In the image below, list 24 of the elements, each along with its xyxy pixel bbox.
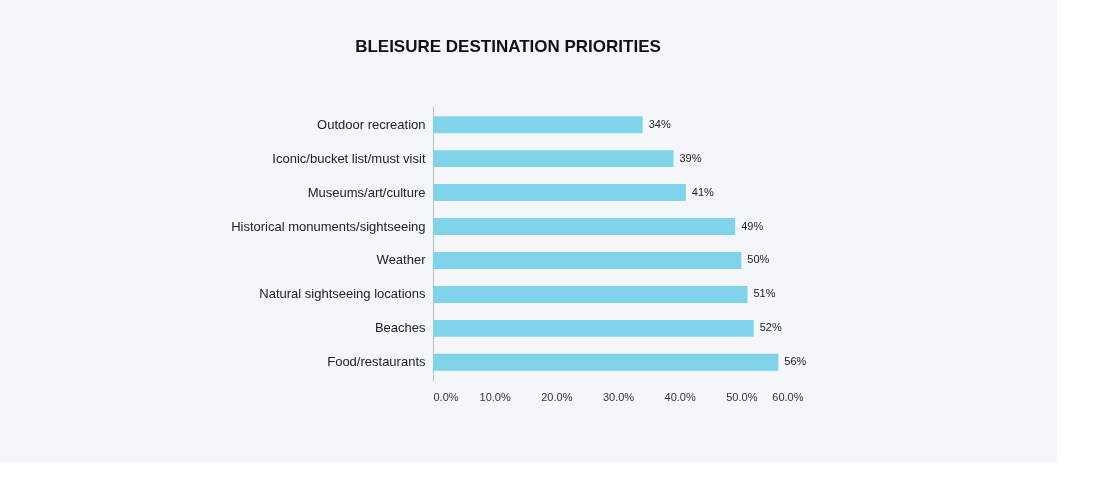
chart-title: BLEISURE DESTINATION PRIORITIES	[355, 37, 661, 56]
x-tick-label: 20.0%	[541, 390, 573, 403]
y-tick-label: Historical monuments/sightseeing	[231, 218, 426, 234]
data-label: 56%	[784, 355, 807, 368]
data-label: 52%	[759, 321, 782, 334]
data-label: 49%	[741, 219, 764, 232]
data-label: 34%	[648, 117, 671, 130]
y-tick-label: Museums/art/culture	[307, 184, 426, 200]
x-tick-label: 40.0%	[664, 390, 696, 403]
data-label: 50%	[747, 253, 770, 266]
x-tick-label: 60.0%	[772, 390, 804, 403]
x-tick-label: 0.0%	[433, 390, 459, 403]
y-tick-label: Natural sightseeing locations	[259, 286, 426, 302]
y-tick-label: Iconic/bucket list/must visit	[272, 150, 426, 166]
x-tick-label: 10.0%	[479, 390, 511, 403]
x-tick-label: 50.0%	[726, 390, 758, 403]
y-tick-label: Beaches	[374, 320, 426, 336]
data-label: 51%	[753, 287, 776, 300]
y-tick-label: Weather	[376, 252, 427, 268]
data-label: 41%	[691, 185, 715, 198]
y-tick-label: Food/restaurants	[327, 354, 426, 370]
y-tick-label: Outdoor recreation	[317, 116, 426, 132]
x-tick-label: 30.0%	[602, 390, 635, 403]
data-label: 39%	[679, 151, 702, 164]
